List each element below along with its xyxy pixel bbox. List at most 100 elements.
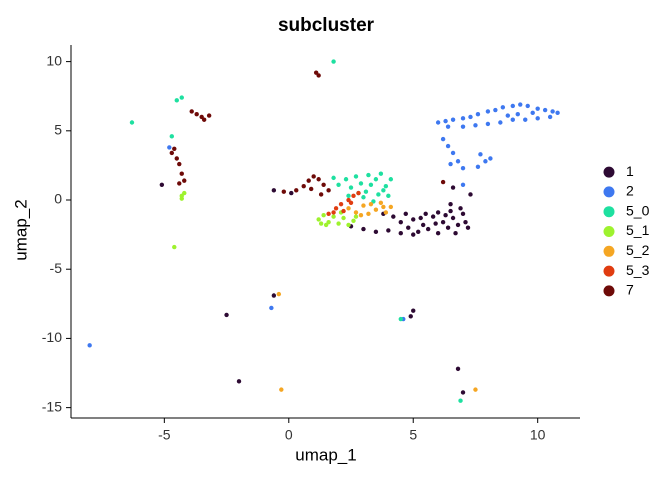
point xyxy=(323,222,329,228)
point xyxy=(276,291,282,297)
point xyxy=(523,117,528,122)
point xyxy=(358,181,364,186)
point xyxy=(341,215,346,221)
point xyxy=(336,182,341,187)
point xyxy=(391,214,396,219)
point xyxy=(333,206,339,211)
point xyxy=(189,109,194,114)
y-tick-label: -10 xyxy=(42,329,62,345)
point xyxy=(455,159,461,164)
point xyxy=(398,316,403,322)
point xyxy=(475,164,481,169)
point xyxy=(177,181,182,186)
legend-label: 5_0 xyxy=(626,202,650,218)
point xyxy=(386,193,391,199)
point xyxy=(206,113,212,118)
y-axis-label: umap_2 xyxy=(11,199,30,260)
point xyxy=(498,120,503,125)
x-tick-label: 0 xyxy=(285,427,293,443)
point xyxy=(473,387,478,392)
x-axis-label: umap_1 xyxy=(295,445,356,464)
point xyxy=(381,188,386,193)
point xyxy=(468,114,473,120)
point xyxy=(388,177,394,182)
legend-marker xyxy=(603,245,615,257)
point xyxy=(406,225,411,230)
point xyxy=(425,226,431,232)
point xyxy=(398,231,403,236)
legend-marker xyxy=(603,226,615,237)
point xyxy=(368,201,374,207)
point xyxy=(343,177,349,182)
point xyxy=(435,120,441,125)
legend-label: 2 xyxy=(626,183,634,199)
point xyxy=(485,121,491,127)
point xyxy=(525,103,530,109)
point xyxy=(518,102,523,107)
point xyxy=(182,190,187,196)
point xyxy=(341,208,346,214)
point xyxy=(271,293,277,298)
point xyxy=(478,152,483,157)
point xyxy=(468,192,473,197)
point xyxy=(318,192,324,197)
point xyxy=(483,159,488,164)
point xyxy=(353,174,359,179)
point xyxy=(326,211,331,217)
point xyxy=(346,206,351,211)
point xyxy=(448,161,453,167)
point xyxy=(194,112,199,117)
point xyxy=(440,179,446,185)
point xyxy=(281,189,287,194)
point xyxy=(535,106,540,111)
point xyxy=(453,231,458,236)
point xyxy=(435,210,441,215)
point xyxy=(386,228,391,233)
point xyxy=(174,98,179,103)
point xyxy=(353,210,359,215)
point xyxy=(321,213,326,218)
point xyxy=(450,117,456,122)
point xyxy=(448,201,453,207)
point xyxy=(485,109,491,114)
point xyxy=(316,217,321,222)
point xyxy=(448,208,453,214)
point xyxy=(331,210,336,215)
point xyxy=(403,211,408,217)
point xyxy=(236,379,242,384)
point xyxy=(269,305,274,311)
point xyxy=(348,200,354,205)
point xyxy=(224,312,229,318)
point xyxy=(378,200,384,205)
point xyxy=(348,185,354,190)
point xyxy=(411,308,416,313)
legend-marker xyxy=(603,206,615,218)
point xyxy=(87,343,92,348)
point xyxy=(530,110,535,116)
point xyxy=(182,178,187,183)
point xyxy=(455,222,461,228)
point xyxy=(515,112,520,117)
point xyxy=(460,211,466,217)
point xyxy=(411,232,416,237)
point xyxy=(338,201,344,207)
point xyxy=(450,150,456,156)
point xyxy=(346,193,351,199)
legend-label: 5_2 xyxy=(626,242,650,258)
point xyxy=(368,182,374,187)
point xyxy=(316,177,321,182)
point xyxy=(159,182,165,187)
point xyxy=(373,177,379,182)
point xyxy=(416,229,421,235)
point xyxy=(169,150,175,156)
point xyxy=(430,214,436,219)
point xyxy=(440,136,446,142)
point xyxy=(351,193,356,199)
point xyxy=(420,222,426,228)
point xyxy=(460,124,466,129)
y-tick-label: -5 xyxy=(50,260,63,276)
point xyxy=(450,215,456,221)
point xyxy=(463,219,468,225)
point xyxy=(408,314,413,319)
